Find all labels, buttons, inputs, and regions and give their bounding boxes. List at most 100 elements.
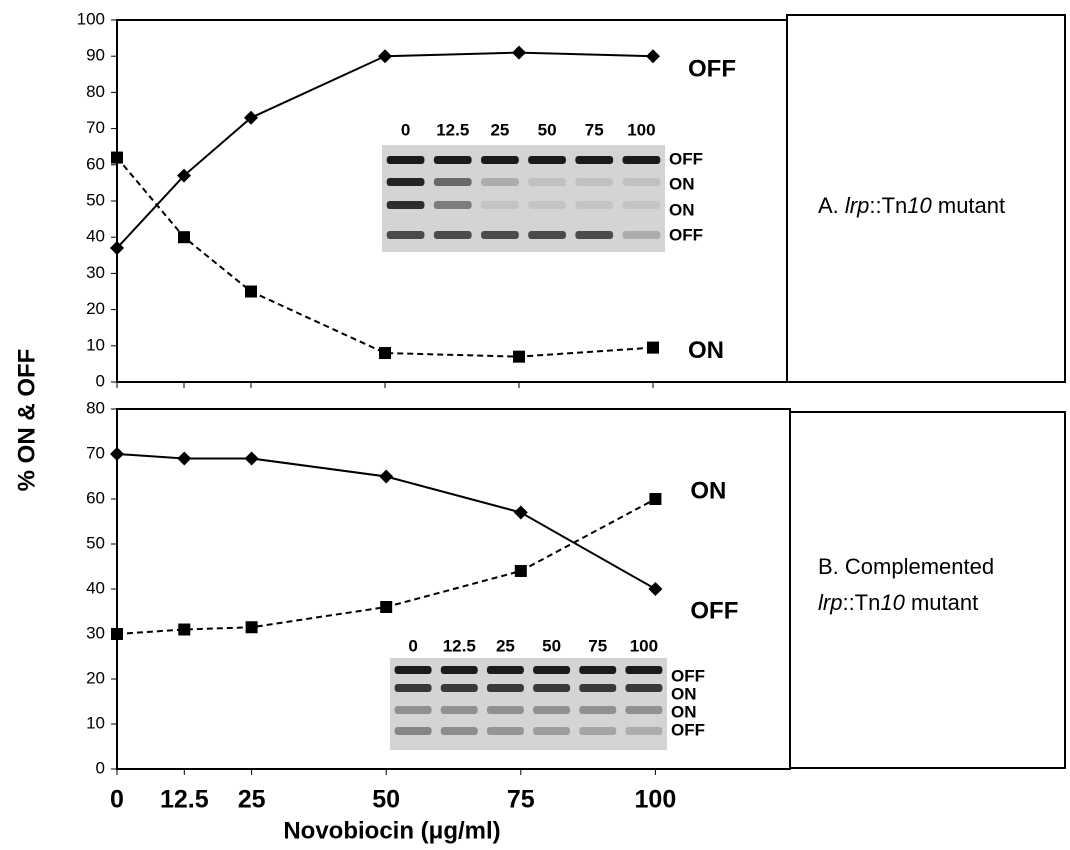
panel-label: A. lrp::Tn10 mutant — [818, 193, 1005, 218]
gel-band — [579, 666, 617, 674]
series-label: ON — [690, 477, 726, 504]
marker — [378, 49, 392, 64]
x-tick-label: 25 — [238, 786, 266, 814]
y-tick-label: 30 — [86, 623, 105, 642]
marker — [110, 241, 124, 256]
marker — [514, 565, 527, 577]
y-tick-label: 80 — [86, 398, 105, 417]
x-axis-label: Novobiocin (μg/ml) — [283, 817, 500, 844]
gel-band — [394, 727, 432, 735]
marker — [647, 341, 659, 354]
gel-lane-label: 75 — [585, 120, 604, 139]
gel-band — [575, 201, 614, 209]
marker — [648, 582, 663, 596]
gel-band — [433, 201, 472, 209]
marker — [111, 151, 123, 164]
gel-band — [528, 201, 566, 209]
gel-band — [481, 178, 519, 186]
gel-band-label: OFF — [671, 666, 705, 685]
gel-band-label: OFF — [669, 225, 703, 244]
gel-band — [575, 231, 614, 239]
marker — [379, 469, 394, 484]
gel-band — [440, 727, 478, 735]
x-tick-label: 50 — [372, 786, 400, 814]
gel-lane-label: 12.5 — [443, 636, 476, 655]
y-tick-label: 50 — [86, 190, 105, 209]
gel-band — [622, 201, 661, 209]
series-line — [116, 156, 654, 358]
gel-band — [625, 666, 663, 674]
gel-band — [486, 684, 524, 692]
marker — [379, 347, 391, 360]
gel-band — [528, 156, 566, 164]
gel-band-label: OFF — [671, 720, 705, 739]
gel-band — [481, 231, 519, 239]
y-tick-label: 100 — [77, 9, 105, 28]
gel-band-label: ON — [669, 200, 695, 219]
panel-label: lrp::Tn10 mutant — [818, 590, 978, 615]
gel-band-label: OFF — [669, 149, 703, 168]
gel-band — [533, 706, 571, 714]
gel-band — [386, 178, 425, 186]
marker — [177, 168, 191, 183]
x-tick-label: 12.5 — [160, 786, 209, 814]
gel-band — [622, 156, 661, 164]
marker — [244, 110, 258, 125]
gel-band — [440, 706, 478, 714]
gel-image — [390, 658, 667, 750]
gel-lane-label: 12.5 — [436, 120, 469, 139]
gel-band — [486, 706, 524, 714]
y-tick-label: 50 — [86, 533, 105, 552]
gel-band — [481, 156, 519, 164]
gel-band — [433, 178, 472, 186]
gel-band — [625, 684, 663, 692]
x-tick-label: 0 — [110, 786, 124, 814]
gel-band — [622, 178, 661, 186]
gel-band — [625, 706, 663, 714]
gel-band — [433, 156, 472, 164]
series-line — [116, 453, 656, 590]
gel-lane-label: 75 — [588, 636, 607, 655]
gel-lane-label: 100 — [627, 120, 655, 139]
marker — [245, 621, 258, 634]
gel-band — [533, 666, 571, 674]
y-tick-label: 60 — [86, 154, 105, 173]
x-tick-label: 100 — [635, 786, 677, 814]
marker — [177, 451, 192, 466]
gel-band — [625, 727, 663, 735]
y-tick-label: 40 — [86, 578, 105, 597]
gel-lane-label: 25 — [496, 636, 515, 655]
series-line — [116, 498, 656, 635]
y-tick-label: 10 — [86, 713, 105, 732]
gel-band — [579, 727, 617, 735]
gel-band — [486, 727, 524, 735]
gel-lane-label: 50 — [542, 636, 561, 655]
marker — [111, 628, 123, 640]
gel-band-label: ON — [671, 702, 697, 721]
marker — [110, 447, 124, 461]
gel-lane-label: 0 — [401, 120, 410, 139]
y-tick-label: 70 — [86, 443, 105, 462]
y-tick-label: 20 — [86, 668, 105, 687]
gel-band — [575, 178, 614, 186]
y-tick-label: 30 — [86, 263, 105, 282]
gel-band — [533, 727, 571, 735]
gel-band — [528, 178, 566, 186]
y-tick-label: 60 — [86, 488, 105, 507]
gel-band — [440, 684, 478, 692]
gel-band — [394, 706, 432, 714]
marker — [649, 493, 662, 505]
y-axis-label: % ON & OFF — [13, 349, 40, 492]
y-tick-label: 0 — [96, 371, 105, 390]
series-line — [116, 51, 654, 249]
y-tick-label: 0 — [96, 758, 105, 777]
marker — [380, 601, 393, 613]
marker — [512, 45, 526, 60]
marker — [513, 350, 525, 363]
y-tick-label: 40 — [86, 227, 105, 246]
gel-band — [386, 231, 425, 239]
gel-band — [481, 201, 519, 209]
series-label: ON — [688, 337, 724, 364]
gel-band — [579, 706, 617, 714]
gel-band — [386, 156, 425, 164]
